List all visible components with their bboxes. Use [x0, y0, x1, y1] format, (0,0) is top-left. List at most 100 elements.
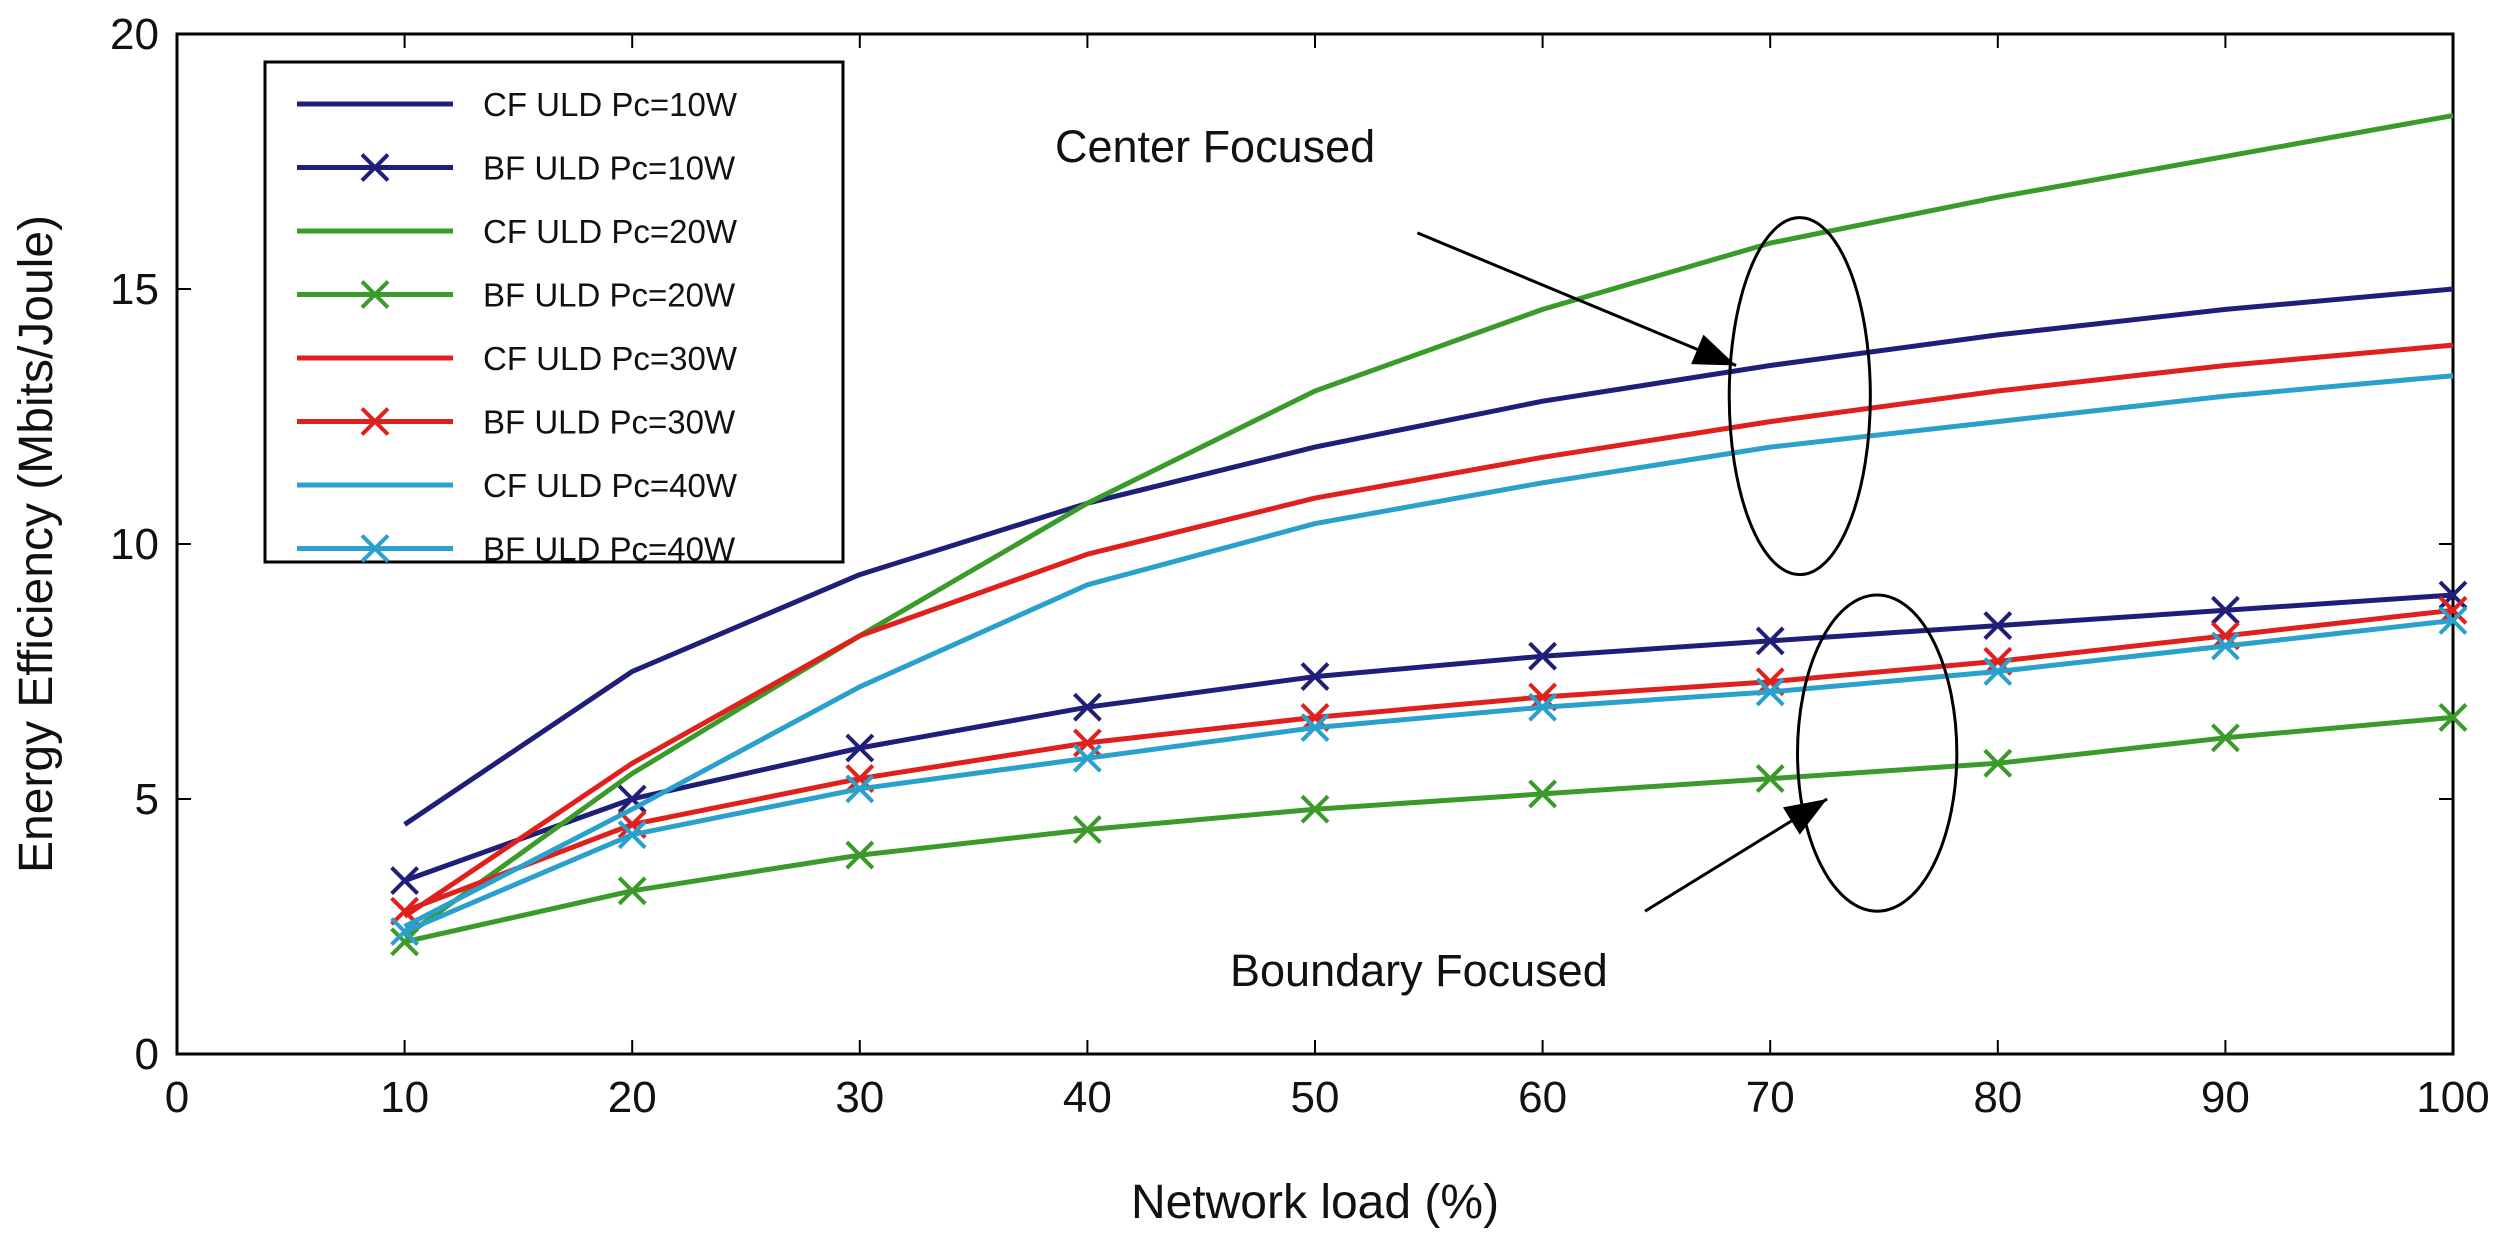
legend: CF ULD Pc=10W BF ULD Pc=10W CF ULD Pc=20W B… [263, 60, 845, 568]
legend-marker [360, 534, 390, 563]
data-point-marker [2210, 595, 2240, 625]
marker-stroke [390, 896, 420, 926]
data-point-marker [1300, 713, 1330, 743]
marker-stroke [360, 280, 390, 309]
x-tick-label: 60 [1518, 1073, 1567, 1122]
y-axis-label: Energy Efficiency (Mbits/Joule) [10, 215, 63, 873]
legend-label: CF ULD Pc=30W [483, 340, 738, 377]
data-point-marker [1072, 692, 1102, 722]
marker-stroke [845, 764, 875, 794]
series-line [403, 342, 2454, 919]
data-point-marker [1072, 743, 1102, 773]
marker-stroke [1072, 692, 1102, 722]
marker-stroke [2438, 606, 2468, 635]
annotation-ellipse [1796, 593, 1959, 913]
series-line [403, 286, 2454, 827]
data-point-marker [617, 784, 647, 814]
data-point-marker [1755, 626, 1785, 656]
x-tick-label: 90 [2201, 1073, 2250, 1122]
annotation-arrow [1416, 231, 1737, 367]
marker-stroke [390, 927, 420, 957]
data-point-marker [1528, 692, 1558, 722]
marker-stroke [360, 534, 390, 563]
marker-stroke [1983, 611, 2013, 641]
data-point-marker [2210, 631, 2240, 661]
marker-stroke [1755, 764, 1785, 794]
marker-stroke [1528, 692, 1558, 722]
x-tick-label: 20 [608, 1073, 657, 1122]
data-point-marker [617, 820, 647, 850]
data-point-marker [845, 774, 875, 804]
series-bf-uld-pc-40w [390, 606, 2468, 947]
legend-label: BF ULD Pc=10W [483, 150, 736, 187]
legend-item: CF ULD Pc=10W [297, 86, 738, 123]
legend-label: CF ULD Pc=20W [483, 213, 738, 250]
marker-stroke [845, 774, 875, 804]
y-tick-label: 15 [110, 265, 159, 314]
marker-stroke [2438, 702, 2468, 732]
data-point-marker [2438, 606, 2468, 635]
annotation-layer: Center Focused Boundary Focused [1055, 121, 1959, 996]
series-bf-uld-pc-10w [390, 580, 2468, 896]
y-tick-label: 0 [135, 1030, 159, 1079]
annotation-arrowhead [1782, 799, 1828, 835]
data-point-marker [1300, 662, 1330, 692]
data-point-marker [1072, 815, 1102, 845]
annotation-arrowhead [1691, 334, 1737, 366]
marker-stroke [360, 407, 390, 436]
x-tick-label: 70 [1746, 1073, 1795, 1122]
series-cf-uld-pc-10w [403, 286, 2454, 827]
marker-stroke [617, 784, 647, 814]
marker-stroke [617, 820, 647, 850]
x-tick-label: 80 [1973, 1073, 2022, 1122]
data-point-marker [1983, 657, 2013, 686]
marker-stroke [2210, 595, 2240, 625]
marker-stroke [2210, 723, 2240, 753]
data-point-marker [2438, 702, 2468, 732]
legend-item: CF ULD Pc=30W [297, 340, 738, 377]
marker-stroke [1072, 743, 1102, 773]
marker-stroke [1300, 662, 1330, 692]
x-tick-label: 30 [835, 1073, 884, 1122]
marker-stroke [1072, 815, 1102, 845]
data-point-marker [845, 733, 875, 763]
annotation-label: Boundary Focused [1230, 945, 1608, 996]
legend-label: CF ULD Pc=40W [483, 467, 738, 504]
series-cf-uld-pc-40w [403, 373, 2454, 929]
data-point-marker [1300, 794, 1330, 824]
marker-stroke [1755, 626, 1785, 656]
legend-label: BF ULD Pc=20W [483, 277, 736, 314]
series-line [404, 714, 2454, 945]
legend-marker [360, 280, 390, 309]
data-point-marker [390, 866, 420, 896]
x-tick-label: 100 [2416, 1073, 2489, 1122]
legend-item: BF ULD Pc=10W [297, 150, 736, 187]
x-tick-label: 0 [165, 1073, 189, 1122]
tick-layer: 0 10 20 30 40 50 60 70 80 90 100 0 5 10 15 20 [110, 10, 2490, 1122]
marker-stroke [360, 153, 390, 182]
x-axis-label: Network load (%) [1131, 1176, 1499, 1229]
series-line [403, 373, 2454, 929]
marker-stroke [1983, 657, 2013, 686]
marker-stroke [1300, 713, 1330, 743]
marker-stroke [1528, 641, 1558, 671]
marker-stroke [390, 917, 420, 947]
marker-stroke [617, 876, 647, 906]
legend-item: BF ULD Pc=30W [297, 404, 736, 441]
legend-label: CF ULD Pc=10W [483, 86, 738, 123]
series-layer [390, 113, 2468, 957]
annotation-ellipse [1727, 216, 1872, 577]
legend-label: BF ULD Pc=30W [483, 404, 736, 441]
data-point-marker [1528, 779, 1558, 809]
annotation-label: Center Focused [1055, 121, 1375, 172]
marker-stroke [1528, 779, 1558, 809]
series-line [403, 113, 2454, 939]
annotation-boundary-focused: Boundary Focused [1230, 593, 1959, 996]
series-line [403, 607, 2454, 914]
data-point-marker [1755, 764, 1785, 794]
legend-item: CF ULD Pc=40W [297, 467, 738, 504]
data-point-marker [1983, 748, 2013, 778]
data-point-marker [1983, 611, 2013, 641]
